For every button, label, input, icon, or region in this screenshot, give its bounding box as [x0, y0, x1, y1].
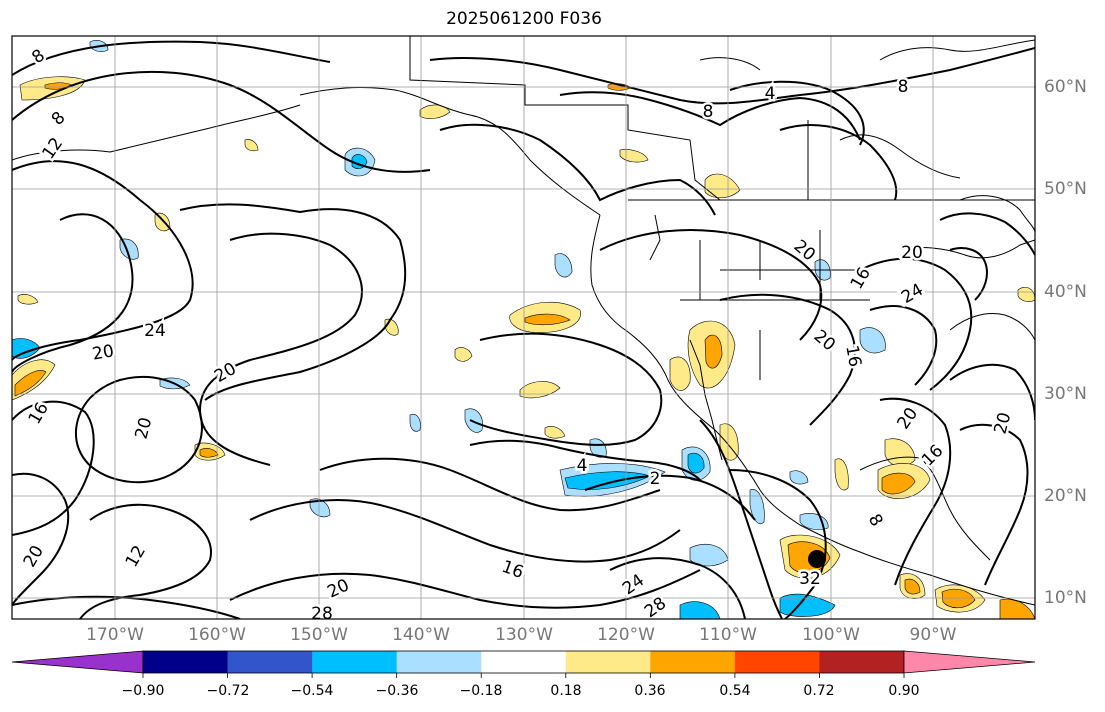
contour-label: 4: [765, 84, 776, 104]
colorbar-over-arrow: [903, 650, 1036, 674]
contour-label-halo: 20: [901, 243, 923, 263]
contour-label-halo: 32: [799, 569, 821, 589]
colorbar-tick-label: −0.36: [375, 683, 419, 699]
contour-label-halo: 4: [577, 456, 588, 476]
map-frame: [11, 35, 1036, 620]
lat-label-40n: 40°N: [1044, 282, 1087, 302]
coastlines: [12, 36, 1035, 606]
colorbar-bin: [312, 651, 398, 673]
colorbar: [11, 650, 1036, 678]
colorbar-bin: [819, 651, 905, 673]
colorbar-bin: [650, 651, 736, 673]
colorbar-bin: [396, 651, 482, 673]
colorbar-under-arrow: [11, 650, 144, 674]
colorbar-bin: [143, 651, 229, 673]
lon-label-160w: 160°W: [188, 625, 246, 645]
map-title: 2025061200 F036: [446, 9, 602, 29]
lon-label-150w: 150°W: [290, 625, 348, 645]
contour-label-halo: 8: [703, 102, 714, 122]
lon-label-100w: 100°W: [802, 625, 860, 645]
contour-label: 2: [650, 469, 661, 489]
contour-label: 4: [577, 456, 588, 476]
contour-label: 8: [898, 77, 909, 97]
contour-label: 32: [799, 569, 821, 589]
lon-label-140w: 140°W: [392, 625, 450, 645]
lat-label-20n: 20°N: [1044, 486, 1087, 506]
colorbar-tick-marks: [142, 673, 905, 678]
lat-label-60n: 60°N: [1044, 77, 1087, 97]
contour-label: 28: [311, 604, 333, 624]
lon-label-130w: 130°W: [495, 625, 553, 645]
contour-label-halo: 8: [898, 77, 909, 97]
colorbar-tick-label: 0.18: [550, 683, 582, 699]
lon-label-110w: 110°W: [699, 625, 757, 645]
contour-label-halo: 24: [144, 321, 166, 341]
lon-label-90w: 90°W: [909, 625, 957, 645]
contour-label: 16: [841, 344, 864, 369]
colorbar-bin: [227, 651, 313, 673]
lon-label-170w: 170°W: [86, 625, 144, 645]
colorbar-tick-label: −0.54: [290, 683, 334, 699]
colorbar-tick-label: 0.90: [888, 683, 920, 699]
shading-layer: [12, 40, 1035, 619]
contour-lines: [12, 40, 1035, 619]
contour-label: 20: [91, 341, 116, 364]
colorbar-bin: [565, 651, 651, 673]
colorbar-bin: [481, 651, 567, 673]
colorbar-tick-label: −0.18: [459, 683, 503, 699]
lat-label-50n: 50°N: [1044, 179, 1087, 199]
contour-label: 24: [144, 321, 166, 341]
storm-marker: [808, 550, 826, 568]
colorbar-tick-label: −0.72: [206, 683, 250, 699]
contour-label: 8: [703, 102, 714, 122]
colorbar-tick-label: −0.90: [121, 683, 165, 699]
colorbar-tick-label: 0.36: [634, 683, 666, 699]
lat-label-10n: 10°N: [1044, 588, 1087, 608]
colorbar-tick-label: 0.54: [719, 683, 751, 699]
contour-label-halo: 28: [311, 604, 333, 624]
contour-label: 20: [901, 243, 923, 263]
colorbar-bin: [734, 651, 820, 673]
graticule: [12, 36, 1035, 619]
contour-label-halo: 4: [765, 84, 776, 104]
colorbar-bins: [142, 650, 905, 674]
lon-label-120w: 120°W: [597, 625, 655, 645]
contour-label-halo: 2: [650, 469, 661, 489]
colorbar-tick-label: 0.72: [803, 683, 835, 699]
lat-label-30n: 30°N: [1044, 384, 1087, 404]
